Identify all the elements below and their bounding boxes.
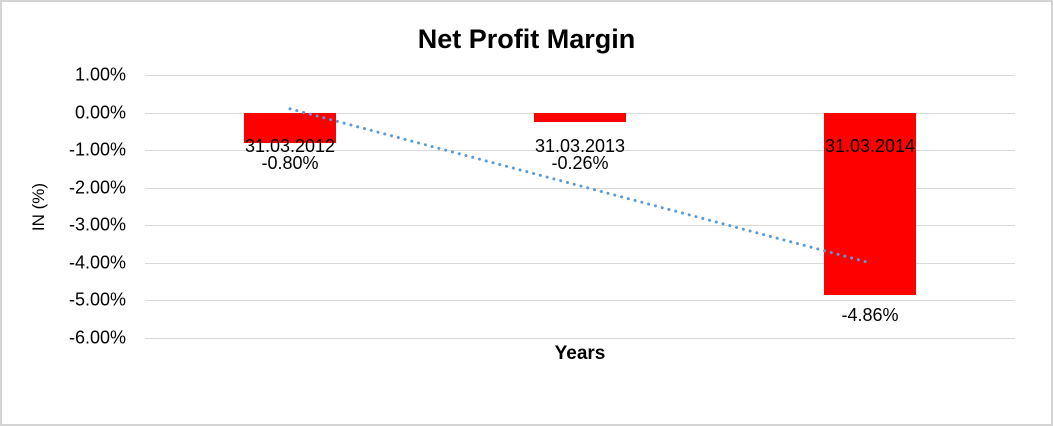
trendline bbox=[288, 107, 872, 265]
gridline bbox=[145, 187, 1015, 189]
category-label: 31.03.2012 bbox=[244, 135, 336, 156]
x-axis-title: Years bbox=[554, 343, 606, 364]
value-label: -0.26% bbox=[551, 152, 609, 173]
y-tick-label: -2.00% bbox=[68, 177, 126, 198]
gridline bbox=[145, 262, 1015, 264]
y-tick-label: -1.00% bbox=[68, 139, 126, 160]
gridline bbox=[145, 225, 1015, 227]
trendline-layer bbox=[288, 107, 872, 265]
y-tick-label: 1.00% bbox=[74, 64, 126, 85]
category-label: 31.03.2014 bbox=[824, 135, 916, 156]
category-label: 31.03.2013 bbox=[534, 135, 626, 156]
value-label: -0.80% bbox=[261, 152, 319, 173]
y-tick-label: -4.00% bbox=[68, 252, 126, 273]
gridline bbox=[145, 150, 1015, 152]
y-tick-label: 0.00% bbox=[74, 102, 126, 123]
gridline bbox=[145, 300, 1015, 302]
bar-31.03.2013 bbox=[534, 112, 626, 123]
value-label: -4.86% bbox=[841, 305, 899, 326]
gridline bbox=[145, 338, 1015, 339]
y-tick-label: -6.00% bbox=[68, 327, 126, 348]
bar-31.03.2012 bbox=[244, 112, 336, 143]
y-tick-label: -3.00% bbox=[68, 214, 126, 235]
chart-title: Net Profit Margin bbox=[417, 24, 636, 54]
y-tick-label: -5.00% bbox=[68, 289, 126, 310]
gridline bbox=[145, 75, 1015, 76]
plot-area: 31.03.2012 -0.80% 31.03.2013 -0.26% 31.03.20… bbox=[145, 75, 1015, 339]
bar-31.03.2014 bbox=[824, 112, 916, 296]
